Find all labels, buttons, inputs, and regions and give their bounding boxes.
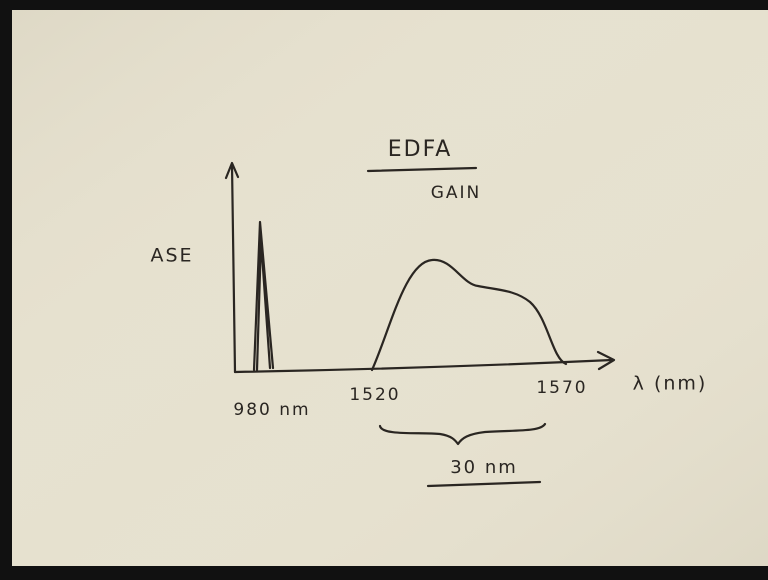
y-axis <box>224 161 240 374</box>
x-label: λ (nm) <box>633 373 708 395</box>
brace-label-underline <box>426 480 542 488</box>
brace-label: 30 nm <box>450 457 518 478</box>
x-mark-label: 1520 <box>349 385 400 405</box>
gain-curve <box>370 258 568 372</box>
pump-spike <box>252 220 275 372</box>
brace <box>378 422 547 446</box>
y-label: ASE <box>150 245 193 267</box>
x-axis <box>233 350 616 374</box>
x-mark-label: 1570 <box>536 378 587 398</box>
x-mark-label: 980 nm <box>233 400 310 420</box>
title-underline <box>366 166 478 173</box>
title: EDFA <box>388 137 453 162</box>
paper-shading <box>12 10 768 566</box>
subtitle: GAIN <box>431 183 482 203</box>
